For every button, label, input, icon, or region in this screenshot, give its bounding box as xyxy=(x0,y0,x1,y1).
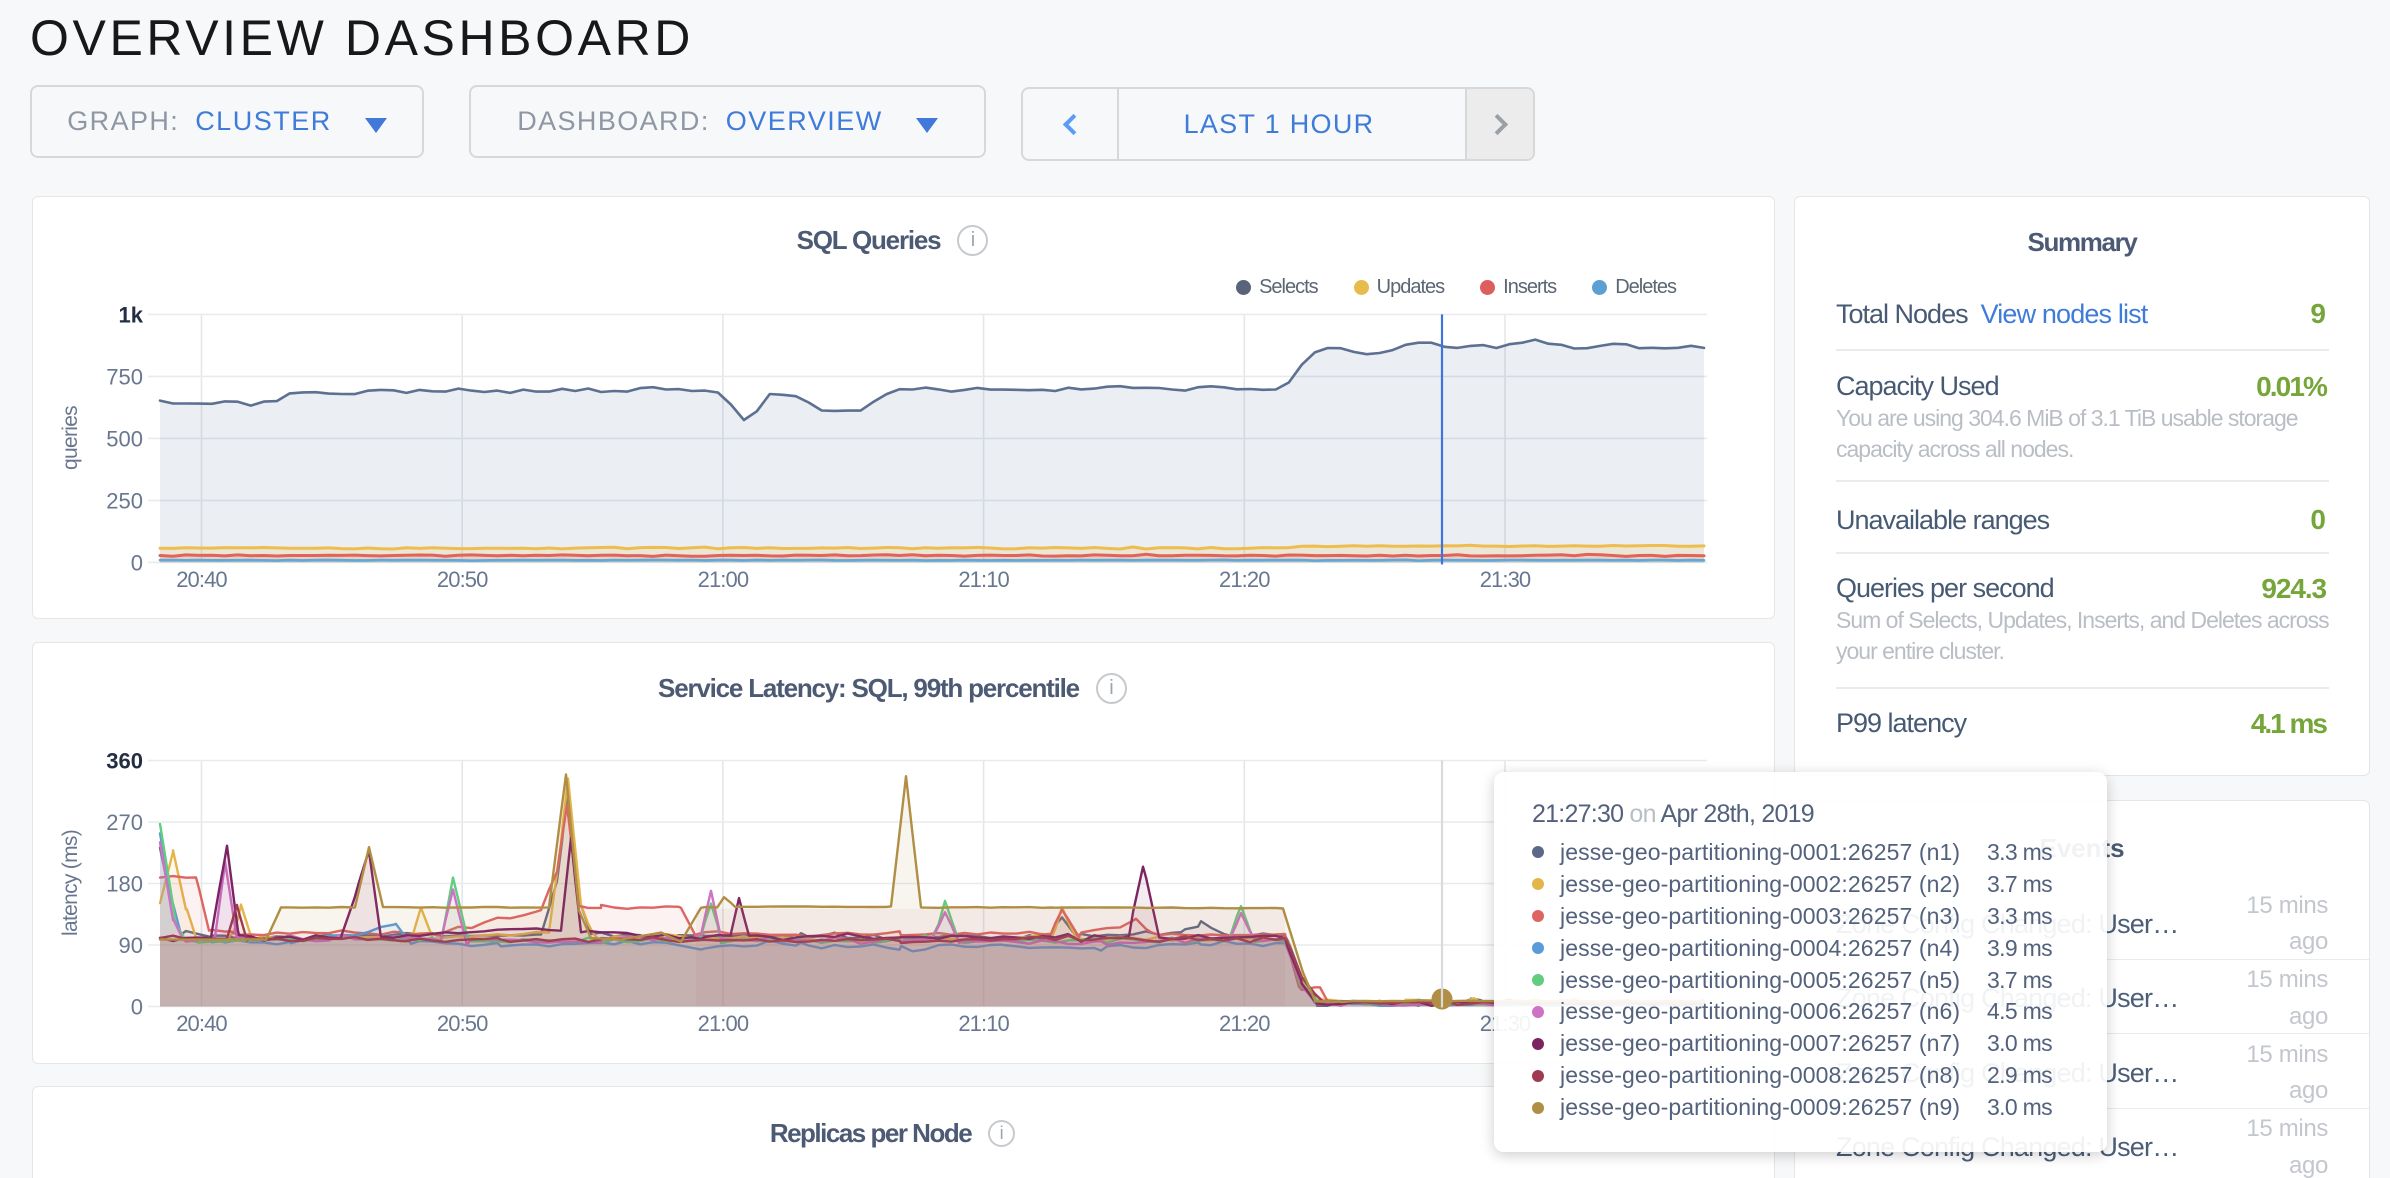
svg-text:21:10: 21:10 xyxy=(958,567,1009,592)
svg-text:20:50: 20:50 xyxy=(437,1011,488,1036)
svg-text:21:20: 21:20 xyxy=(1219,567,1270,592)
svg-text:360: 360 xyxy=(106,749,143,774)
svg-text:21:00: 21:00 xyxy=(698,567,749,592)
svg-text:21:10: 21:10 xyxy=(958,1011,1009,1036)
svg-text:0: 0 xyxy=(131,550,143,575)
svg-text:20:40: 20:40 xyxy=(176,1011,227,1036)
svg-text:queries: queries xyxy=(59,406,82,470)
svg-text:500: 500 xyxy=(106,426,143,451)
svg-text:21:30: 21:30 xyxy=(1480,567,1531,592)
svg-text:1k: 1k xyxy=(119,302,144,327)
svg-text:21:00: 21:00 xyxy=(698,1011,749,1036)
svg-text:180: 180 xyxy=(106,872,143,897)
svg-text:270: 270 xyxy=(106,810,143,835)
svg-text:20:40: 20:40 xyxy=(176,567,227,592)
svg-text:0: 0 xyxy=(131,995,143,1020)
svg-text:750: 750 xyxy=(106,364,143,389)
svg-text:20:50: 20:50 xyxy=(437,567,488,592)
svg-text:21:20: 21:20 xyxy=(1219,1011,1270,1036)
svg-text:latency (ms): latency (ms) xyxy=(59,830,82,936)
svg-text:90: 90 xyxy=(119,933,143,958)
svg-text:250: 250 xyxy=(106,488,143,513)
